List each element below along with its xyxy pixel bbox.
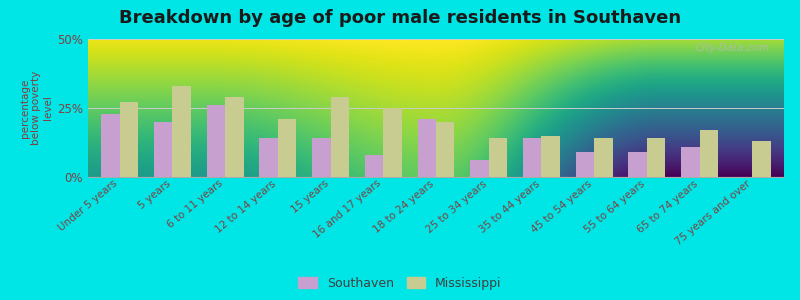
Bar	[154, 122, 172, 177]
Bar	[206, 105, 225, 177]
Bar	[700, 130, 718, 177]
Bar	[576, 152, 594, 177]
Bar	[681, 147, 700, 177]
Bar	[172, 86, 191, 177]
Bar	[259, 138, 278, 177]
Text: City-Data.com: City-Data.com	[696, 43, 770, 53]
Bar	[278, 119, 296, 177]
Bar	[225, 97, 243, 177]
Bar	[101, 113, 120, 177]
Bar	[330, 97, 349, 177]
Bar	[470, 160, 489, 177]
Bar	[365, 155, 383, 177]
Bar	[594, 138, 613, 177]
Bar	[629, 152, 647, 177]
Bar	[489, 138, 507, 177]
Bar	[383, 108, 402, 177]
Bar	[542, 136, 560, 177]
Bar	[752, 141, 771, 177]
Bar	[523, 138, 542, 177]
Bar	[436, 122, 454, 177]
Bar	[647, 138, 666, 177]
Y-axis label: percentage
below poverty
level: percentage below poverty level	[20, 71, 53, 145]
Bar	[418, 119, 436, 177]
Bar	[312, 138, 330, 177]
Legend: Southaven, Mississippi: Southaven, Mississippi	[294, 273, 506, 294]
Text: Breakdown by age of poor male residents in Southaven: Breakdown by age of poor male residents …	[119, 9, 681, 27]
Bar	[120, 103, 138, 177]
